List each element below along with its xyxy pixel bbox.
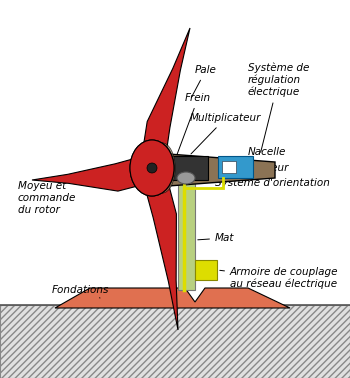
Text: Pale: Pale: [191, 65, 217, 98]
Text: Nacelle: Nacelle: [248, 147, 286, 167]
Polygon shape: [140, 28, 190, 171]
Ellipse shape: [177, 172, 195, 184]
Text: Moyeu et
commande
du rotor: Moyeu et commande du rotor: [18, 169, 127, 215]
Polygon shape: [140, 166, 178, 330]
Text: Mat: Mat: [198, 233, 234, 243]
Text: Armoire de couplage
au réseau électrique: Armoire de couplage au réseau électrique: [220, 267, 338, 289]
Ellipse shape: [147, 163, 157, 173]
Polygon shape: [55, 288, 290, 308]
Text: Multiplicateur: Multiplicateur: [190, 113, 261, 154]
Text: Frein: Frein: [173, 93, 211, 166]
Polygon shape: [155, 153, 275, 187]
Bar: [165, 157, 172, 179]
Polygon shape: [178, 175, 195, 290]
Text: Système d'orientation: Système d'orientation: [198, 178, 330, 188]
Polygon shape: [32, 154, 153, 191]
Ellipse shape: [130, 140, 174, 196]
Text: Système de
régulation
électrique: Système de régulation électrique: [248, 62, 309, 152]
Bar: [218, 156, 253, 178]
Bar: [170, 156, 208, 180]
Text: Générateur: Générateur: [230, 157, 289, 173]
Ellipse shape: [130, 140, 174, 196]
Ellipse shape: [147, 163, 157, 173]
Bar: [222, 161, 236, 173]
Polygon shape: [0, 305, 350, 378]
Bar: [195, 260, 217, 280]
Text: Fondations: Fondations: [52, 285, 109, 298]
Ellipse shape: [149, 143, 175, 193]
